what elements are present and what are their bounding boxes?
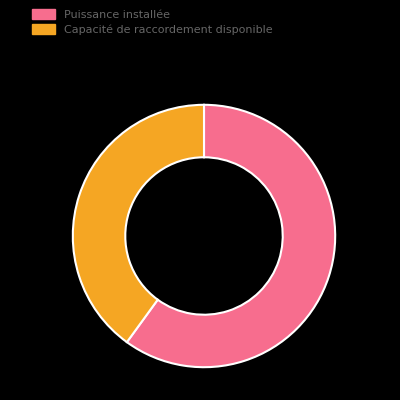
Wedge shape [73, 105, 204, 342]
Wedge shape [127, 105, 335, 367]
Legend: Puissance installée, Capacité de raccordement disponible: Puissance installée, Capacité de raccord… [29, 5, 276, 38]
